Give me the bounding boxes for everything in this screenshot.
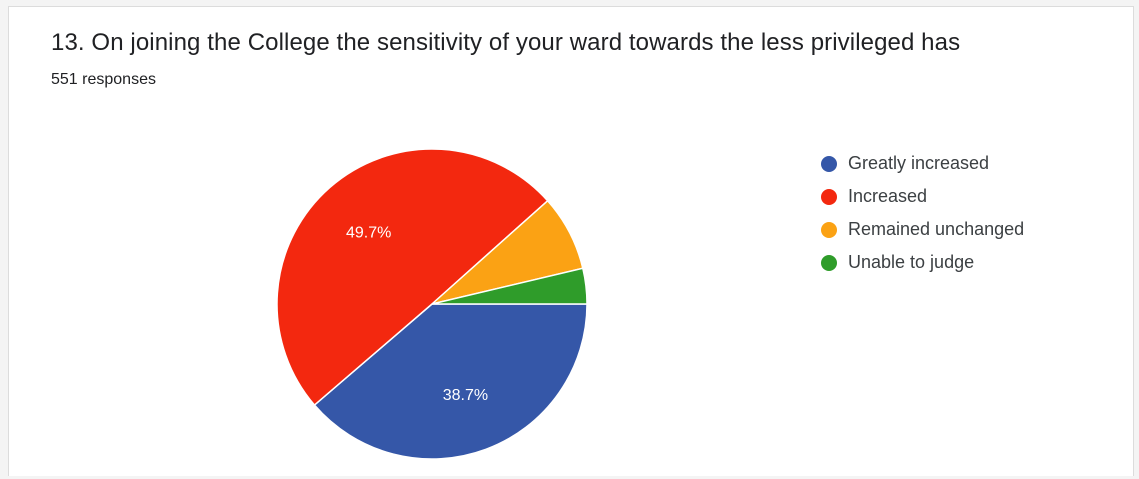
legend-item-remained-unchanged[interactable]: Remained unchanged: [821, 213, 1024, 246]
slice-increased[interactable]: [276, 148, 549, 407]
legend-swatch-orange: [821, 221, 837, 238]
slice-greatly-increased[interactable]: [313, 303, 588, 460]
legend: Greatly increased Increased Remained unc…: [821, 147, 1024, 279]
data-label-increased: 49.7%: [346, 225, 391, 242]
legend-swatch-green: [821, 254, 837, 271]
legend-item-unable-to-judge[interactable]: Unable to judge: [821, 246, 1024, 279]
legend-label: Greatly increased: [848, 153, 990, 173]
legend-label: Unable to judge: [848, 252, 975, 272]
legend-item-greatly-increased[interactable]: Greatly increased: [821, 147, 1024, 180]
legend-label: Remained unchanged: [848, 219, 1025, 239]
response-count: 551 responses: [51, 71, 156, 88]
legend-item-increased[interactable]: Increased: [821, 180, 1024, 213]
question-title: 13. On joining the College the sensitivi…: [51, 29, 961, 56]
data-label-greatly-increased: 38.7%: [443, 387, 488, 404]
legend-swatch-blue: [821, 155, 837, 172]
pie-chart: 38.7% 49.7%: [276, 148, 588, 460]
legend-swatch-red: [821, 188, 837, 205]
legend-label: Increased: [848, 186, 928, 206]
slice-unable-to-judge[interactable]: [431, 267, 588, 305]
chart-card: 13. On joining the College the sensitivi…: [8, 6, 1134, 476]
